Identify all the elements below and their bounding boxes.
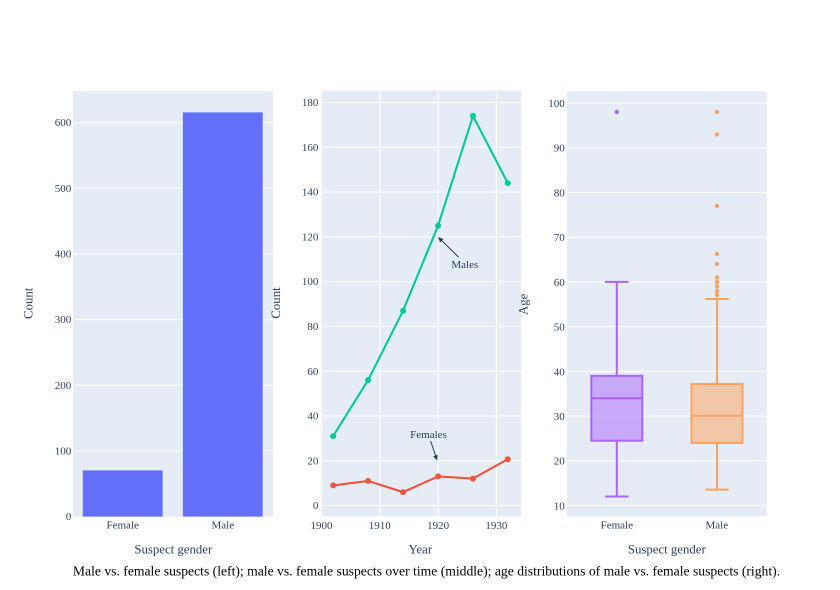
svg-text:Suspect gender: Suspect gender xyxy=(134,542,213,556)
svg-text:160: 160 xyxy=(302,142,319,154)
svg-text:80: 80 xyxy=(554,187,566,199)
svg-text:Female: Female xyxy=(107,520,139,532)
svg-text:10: 10 xyxy=(554,500,566,512)
svg-text:0: 0 xyxy=(313,500,319,512)
svg-text:Male: Male xyxy=(705,520,728,532)
svg-text:1910: 1910 xyxy=(369,520,392,532)
svg-text:0: 0 xyxy=(66,511,72,523)
svg-text:1900: 1900 xyxy=(311,520,334,532)
svg-text:600: 600 xyxy=(55,117,72,129)
svg-text:60: 60 xyxy=(554,277,566,289)
svg-text:180: 180 xyxy=(302,97,319,109)
svg-text:Males: Males xyxy=(451,259,478,271)
svg-text:Count: Count xyxy=(22,287,36,319)
svg-text:1930: 1930 xyxy=(485,520,508,532)
svg-text:Year: Year xyxy=(409,543,433,557)
svg-text:Suspect gender: Suspect gender xyxy=(628,542,707,556)
svg-text:120: 120 xyxy=(302,231,319,243)
svg-text:40: 40 xyxy=(554,366,566,378)
svg-text:300: 300 xyxy=(55,314,72,326)
svg-text:Count: Count xyxy=(269,287,283,319)
svg-text:30: 30 xyxy=(554,411,566,423)
svg-text:140: 140 xyxy=(302,187,319,199)
svg-text:Females: Females xyxy=(410,429,447,441)
svg-text:90: 90 xyxy=(554,143,566,155)
svg-text:20: 20 xyxy=(554,456,566,468)
svg-text:500: 500 xyxy=(55,183,72,195)
svg-text:200: 200 xyxy=(55,380,72,392)
svg-text:400: 400 xyxy=(55,249,72,261)
svg-text:100: 100 xyxy=(302,276,319,288)
svg-text:80: 80 xyxy=(307,321,319,333)
svg-text:100: 100 xyxy=(548,98,565,110)
svg-text:20: 20 xyxy=(307,455,319,467)
svg-text:40: 40 xyxy=(307,411,319,423)
svg-text:Male vs. female suspects (left: Male vs. female suspects (left); male vs… xyxy=(73,563,780,579)
svg-text:Female: Female xyxy=(601,520,633,532)
svg-text:1920: 1920 xyxy=(427,520,450,532)
svg-text:Male: Male xyxy=(211,520,234,532)
svg-text:100: 100 xyxy=(55,446,72,458)
svg-text:50: 50 xyxy=(554,322,566,334)
svg-text:70: 70 xyxy=(554,232,566,244)
svg-text:60: 60 xyxy=(307,366,319,378)
svg-text:Age: Age xyxy=(516,293,530,315)
